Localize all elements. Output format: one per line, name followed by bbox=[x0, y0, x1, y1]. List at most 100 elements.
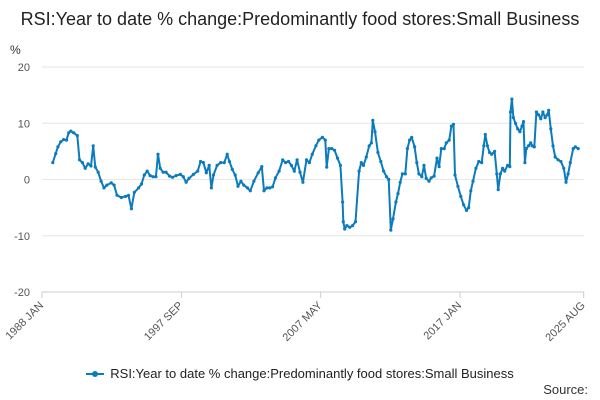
data-point bbox=[398, 180, 402, 184]
data-point bbox=[447, 138, 451, 142]
data-point bbox=[262, 189, 266, 193]
data-point bbox=[503, 169, 507, 173]
data-point bbox=[211, 173, 216, 177]
data-point bbox=[348, 225, 352, 229]
data-point bbox=[384, 175, 389, 179]
legend-item-label: RSI:Year to date % change:Predominantly … bbox=[110, 366, 514, 381]
data-point bbox=[379, 159, 383, 164]
legend-line-marker-icon bbox=[86, 368, 105, 380]
data-point bbox=[72, 131, 76, 135]
data-point bbox=[371, 118, 375, 122]
data-point bbox=[490, 152, 494, 156]
data-point bbox=[75, 134, 79, 138]
data-point bbox=[343, 227, 347, 231]
data-point bbox=[54, 152, 58, 156]
data-point bbox=[341, 220, 345, 224]
data-point bbox=[485, 144, 489, 148]
gridlines bbox=[42, 66, 584, 293]
data-point bbox=[471, 179, 475, 183]
data-point bbox=[424, 176, 428, 180]
data-point bbox=[338, 163, 342, 167]
data-point bbox=[456, 184, 460, 188]
data-point bbox=[330, 147, 334, 151]
data-point bbox=[151, 175, 155, 179]
data-point bbox=[367, 144, 371, 148]
data-point bbox=[510, 97, 514, 101]
data-point bbox=[513, 121, 518, 125]
data-point bbox=[158, 166, 162, 170]
data-point bbox=[520, 124, 524, 128]
data-point bbox=[420, 175, 424, 179]
data-point bbox=[148, 174, 152, 178]
data-point bbox=[442, 147, 446, 151]
data-point bbox=[89, 164, 93, 168]
y-tick-label: 10 bbox=[18, 118, 30, 130]
data-point bbox=[524, 147, 528, 151]
data-point bbox=[227, 159, 231, 164]
data-point bbox=[532, 145, 536, 149]
data-point bbox=[551, 144, 555, 148]
data-point bbox=[96, 170, 100, 174]
data-point bbox=[286, 159, 291, 164]
data-point bbox=[327, 147, 331, 151]
chart-title: RSI:Year to date % change:Predominantly … bbox=[20, 9, 580, 29]
data-point bbox=[361, 163, 366, 167]
data-point bbox=[453, 173, 457, 177]
y-tick-label: -20 bbox=[14, 287, 30, 299]
data-point bbox=[335, 156, 340, 160]
data-point bbox=[526, 144, 531, 148]
data-point bbox=[230, 167, 234, 171]
data-point bbox=[391, 217, 395, 221]
data-point bbox=[422, 163, 426, 167]
data-point bbox=[191, 172, 195, 176]
data-point bbox=[474, 166, 478, 170]
x-tick-label: 2025 AUG bbox=[543, 300, 587, 344]
data-point bbox=[459, 194, 463, 198]
data-point bbox=[462, 203, 466, 207]
data-point bbox=[562, 166, 566, 170]
data-point bbox=[170, 175, 175, 179]
data-point bbox=[516, 127, 520, 131]
data-point bbox=[225, 152, 229, 156]
data-point bbox=[142, 173, 146, 177]
data-point bbox=[415, 161, 419, 165]
data-point bbox=[209, 186, 213, 190]
data-point bbox=[201, 161, 205, 165]
data-point bbox=[102, 186, 106, 190]
data-point bbox=[124, 194, 128, 198]
data-point bbox=[451, 122, 456, 126]
data-point bbox=[523, 161, 527, 165]
data-point bbox=[496, 188, 500, 192]
data-point bbox=[137, 186, 141, 190]
data-point bbox=[341, 200, 345, 204]
data-point bbox=[566, 172, 570, 176]
data-point bbox=[289, 163, 293, 167]
data-point bbox=[521, 120, 526, 124]
data-point bbox=[396, 192, 400, 196]
data-point bbox=[273, 176, 278, 180]
data-point bbox=[323, 138, 327, 142]
data-point bbox=[59, 140, 63, 144]
data-point bbox=[469, 189, 473, 193]
data-point bbox=[62, 138, 66, 142]
data-point bbox=[537, 113, 541, 117]
data-point bbox=[547, 108, 551, 112]
data-point bbox=[295, 158, 299, 162]
y-tick-label: 0 bbox=[24, 175, 30, 187]
legend-item-series[interactable]: RSI:Year to date % change:Predominantly … bbox=[86, 366, 514, 381]
data-point bbox=[351, 224, 355, 228]
series-line bbox=[51, 98, 579, 232]
data-point bbox=[174, 174, 178, 178]
data-point bbox=[154, 175, 158, 179]
data-point bbox=[83, 166, 87, 170]
data-point bbox=[304, 158, 309, 162]
data-point bbox=[129, 207, 133, 211]
data-point bbox=[508, 110, 513, 114]
data-point bbox=[207, 163, 211, 167]
data-point bbox=[281, 158, 285, 162]
data-point bbox=[245, 186, 249, 190]
data-point bbox=[387, 177, 391, 182]
data-point bbox=[405, 147, 409, 151]
